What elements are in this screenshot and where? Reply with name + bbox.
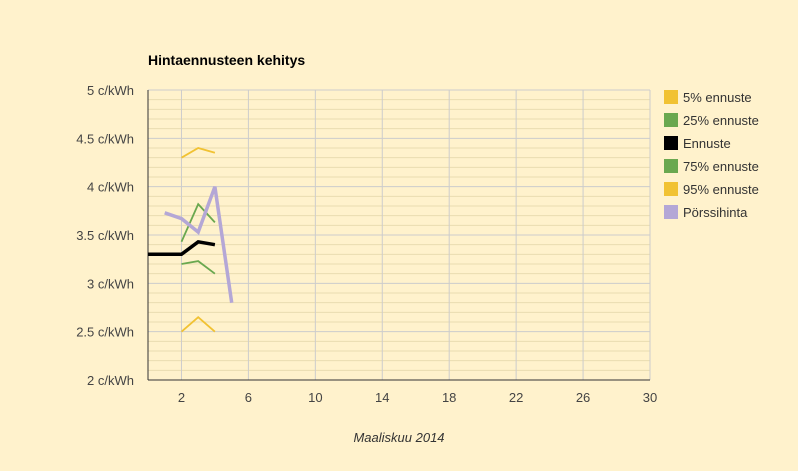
series-layer [148,147,234,333]
series-line-ennuste [148,239,216,257]
y-tick-label: 2.5 c/kWh [76,325,134,340]
legend: 5% ennuste 25% ennuste Ennuste 75% ennuste 9… [664,90,759,220]
series-line-95pct-ennuste [181,147,216,159]
legend-label-25pct-ennuste: 25% ennuste [683,113,759,128]
x-tick-label: 22 [509,390,523,405]
x-tick-label: 26 [576,390,590,405]
y-tick-label: 5 c/kWh [87,83,134,98]
legend-label-5pct-ennuste: 5% ennuste [683,90,752,105]
x-tick-label: 14 [375,390,389,405]
series-line-p-rssihinta [164,186,234,303]
legend-label-p-rssihinta: Pörssihinta [683,205,748,220]
y-tick-label: 4 c/kWh [87,180,134,195]
y-tick-label: 3 c/kWh [87,276,134,291]
y-tick-label: 3.5 c/kWh [76,228,134,243]
legend-swatch-ennuste [664,136,678,150]
x-axis-label: Maaliskuu 2014 [353,430,444,445]
legend-swatch-p-rssihinta [664,205,678,219]
x-tick-label: 18 [442,390,456,405]
x-tick-label: 6 [245,390,252,405]
chart-title: Hintaennusteen kehitys [148,52,305,68]
series-line-5pct-ennuste [180,316,216,333]
legend-swatch-75pct-ennuste [664,159,678,173]
x-tick-label: 2 [178,390,185,405]
legend-label-ennuste: Ennuste [683,136,731,151]
y-tick-label: 2 c/kWh [87,373,134,388]
x-tick-label: 10 [308,390,322,405]
legend-swatch-95pct-ennuste [664,182,678,196]
axis-layer: 2 c/kWh 2.5 c/kWh 3 c/kWh 3.5 c/kWh 4 c/kWh 4… [76,83,657,405]
series-line-25pct-ennuste [181,260,216,275]
legend-label-95pct-ennuste: 95% ennuste [683,182,759,197]
legend-swatch-5pct-ennuste [664,90,678,104]
legend-label-75pct-ennuste: 75% ennuste [683,159,759,174]
series-line-75pct-ennuste [180,202,216,243]
y-tick-label: 4.5 c/kWh [76,131,134,146]
x-tick-label: 30 [643,390,657,405]
legend-swatch-25pct-ennuste [664,113,678,127]
